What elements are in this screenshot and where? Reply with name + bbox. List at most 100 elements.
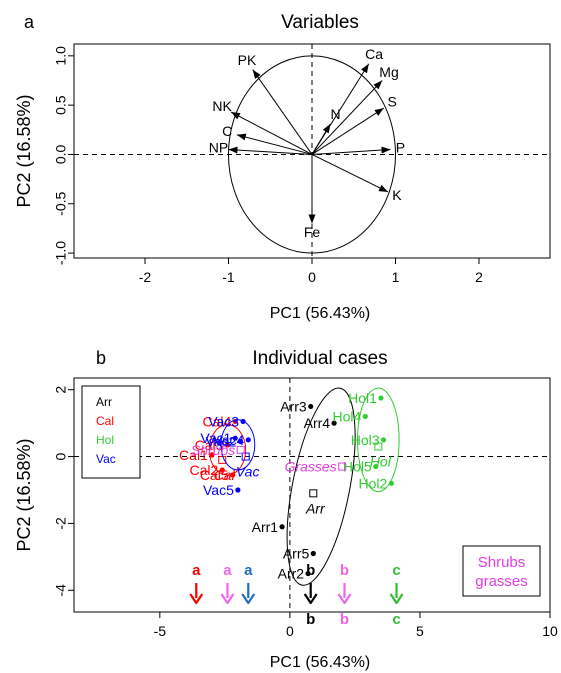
data-point <box>331 420 337 426</box>
vector-label: Fe <box>304 224 321 240</box>
data-point <box>388 480 394 486</box>
centroid-label: Vac <box>236 464 260 480</box>
data-point <box>235 487 241 493</box>
data-point <box>380 437 387 443</box>
x-tick-label: 10 <box>542 623 558 639</box>
vector-label: NP <box>209 140 228 156</box>
data-point <box>362 413 368 420</box>
variable-vector <box>228 146 313 155</box>
point-label: Vac5 <box>203 482 234 498</box>
y-axis-label: PC2 (16.58%) <box>14 438 34 551</box>
y-tick-label: 0.0 <box>53 145 69 165</box>
group-letter: b <box>306 562 315 579</box>
data-point <box>230 472 236 478</box>
variable-vector <box>311 80 383 155</box>
data-point <box>373 463 379 470</box>
extra-label: Shrubs <box>191 442 235 458</box>
y-tick-label: -4 <box>53 584 69 597</box>
group-letter: a <box>244 562 253 579</box>
vector-label: K <box>392 187 402 203</box>
point-label: Hol1 <box>348 390 377 406</box>
x-tick-label: -5 <box>154 623 167 639</box>
point-label: Cal2 <box>189 462 218 478</box>
group-ellipse-hol <box>357 387 400 493</box>
point-label: Hol5 <box>343 459 372 475</box>
group-centroid <box>241 452 250 461</box>
x-axis-label: PC1 (56.43%) <box>270 305 371 322</box>
variable-vector <box>236 133 313 155</box>
centroid-label: Hol <box>370 454 392 470</box>
x-tick-label: 5 <box>416 623 424 639</box>
vector-label: PK <box>238 52 257 68</box>
point-label: Vac1 <box>200 430 231 446</box>
x-tick-label: 0 <box>286 623 294 639</box>
point-label: Cal4 <box>202 413 231 429</box>
y-tick-label: -2 <box>53 517 69 530</box>
y-tick-label: -0.5 <box>53 191 69 215</box>
group-letter: a <box>223 562 232 579</box>
point-label: Arr3 <box>280 398 307 414</box>
annotation-text: Shrubs <box>478 554 526 571</box>
down-arrow-head <box>389 593 404 605</box>
variable-vector <box>230 111 313 155</box>
x-axis-label: PC1 (56.43%) <box>270 654 371 671</box>
x-tick-label: 2 <box>475 269 483 285</box>
data-point <box>245 437 251 443</box>
down-arrow-head <box>241 593 256 605</box>
group-letter: b <box>340 562 349 579</box>
annotation-box <box>462 545 541 597</box>
data-point <box>224 442 231 448</box>
x-tick-label: 0 <box>308 269 316 285</box>
data-point <box>305 570 311 577</box>
chart-title: Individual cases <box>252 348 387 369</box>
point-label: Vac3 <box>208 413 239 429</box>
vector-label: N <box>330 106 340 122</box>
vector-label: Ca <box>365 46 383 62</box>
group-centroid <box>374 442 383 451</box>
vector-label: P <box>396 140 405 156</box>
group-centroid <box>309 489 318 498</box>
x-tick-label: -2 <box>139 269 152 285</box>
point-label: Vac4 <box>213 432 244 448</box>
y-tick-label: 0.5 <box>53 95 69 115</box>
x-tick-label: 1 <box>392 269 400 285</box>
data-point <box>232 435 238 441</box>
y-axis-label: PC2 (16.58%) <box>14 94 34 207</box>
vector-label: C <box>222 123 232 139</box>
y-tick-label: -1.0 <box>53 241 69 265</box>
point-label: Vac2 <box>206 434 237 450</box>
centroid-label: Arr <box>305 500 326 516</box>
data-point <box>279 524 285 530</box>
variable-vector <box>311 123 331 155</box>
variable-vector <box>311 107 385 155</box>
point-label: Hol3 <box>351 432 380 448</box>
legend-entry: Vac <box>96 452 116 466</box>
legend-box <box>81 385 141 479</box>
chart-title: Variables <box>281 12 359 33</box>
x-tick-label: -1 <box>222 269 235 285</box>
extra-label: Grasses <box>285 459 337 475</box>
point-label: Arr2 <box>278 566 305 582</box>
point-label: Arr5 <box>283 546 310 562</box>
point-label: Cal3 <box>195 437 224 453</box>
group-letter: c <box>392 562 400 579</box>
data-point <box>308 403 314 410</box>
vector-label: NK <box>212 98 232 114</box>
group-letter-below: c <box>392 611 400 628</box>
data-point <box>219 467 225 473</box>
panel-label-b: b <box>96 348 106 368</box>
legend-entry: Hol <box>96 433 114 447</box>
data-point <box>310 550 316 557</box>
data-point <box>378 395 384 401</box>
y-tick-label: 0 <box>53 452 69 460</box>
extra-centroid <box>338 462 347 471</box>
variable-vector <box>311 146 391 155</box>
centroid-label: Cal <box>214 467 236 483</box>
down-arrow-head <box>303 593 318 605</box>
group-centroid <box>218 455 227 464</box>
variable-vector <box>252 69 313 155</box>
down-arrow-head <box>220 593 235 605</box>
correlation-circle <box>227 55 397 254</box>
legend-entry: Cal <box>96 414 114 428</box>
